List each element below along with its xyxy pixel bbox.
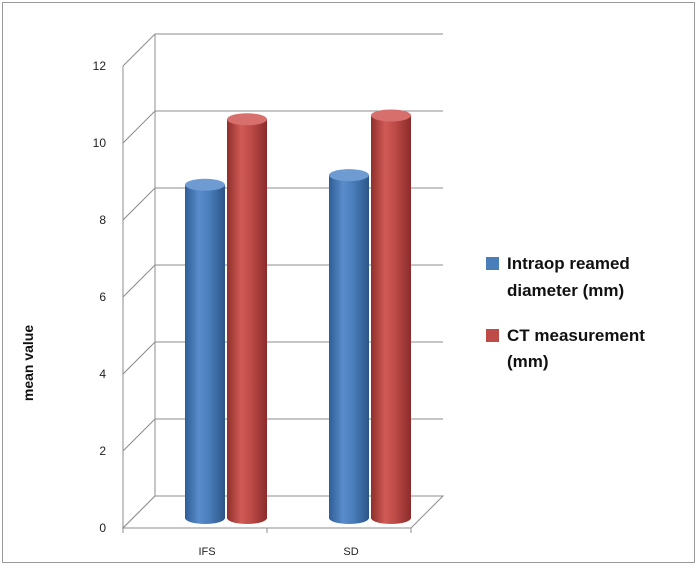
- y-tick-label: 8: [99, 213, 106, 227]
- y-tick-label: 4: [99, 367, 106, 381]
- bar: [185, 178, 225, 524]
- legend-label: CT measurement: [507, 326, 645, 345]
- legend-swatch: [486, 329, 499, 342]
- bar-body: [227, 119, 267, 525]
- legend-swatch: [486, 257, 499, 270]
- bar-top: [185, 178, 225, 191]
- legend-label: (mm): [507, 352, 549, 371]
- gridlines: [122, 33, 443, 529]
- bar-body: [185, 184, 225, 524]
- bar: [329, 169, 369, 524]
- bar-body: [329, 175, 369, 524]
- gridline: [122, 33, 443, 67]
- y-tick-label: 10: [93, 136, 107, 150]
- bar-top: [227, 113, 267, 126]
- bar: [227, 113, 267, 525]
- y-axis-title: mean value: [20, 325, 36, 401]
- cylinder-bar-chart: 0 2 4 6 8 10 12 IFS SD mean value Intraop reame…: [20, 33, 645, 558]
- y-tick-labels: 0 2 4 6 8 10 12: [93, 59, 107, 535]
- legend-label: Intraop reamed: [507, 254, 630, 273]
- y-tick-label: 2: [99, 444, 106, 458]
- legend-item: CT measurement (mm): [486, 326, 645, 371]
- bar-body: [371, 115, 411, 524]
- y-tick-label: 12: [93, 59, 107, 73]
- y-tick-label: 6: [99, 290, 106, 304]
- bar-top: [371, 109, 411, 122]
- bars: [185, 109, 411, 525]
- legend-item: Intraop reamed diameter (mm): [486, 254, 630, 300]
- chart-frame: 0 2 4 6 8 10 12 IFS SD mean value Intraop reame…: [2, 2, 695, 563]
- x-category-labels: IFS SD: [198, 546, 358, 558]
- y-tick-label: 0: [99, 521, 106, 535]
- x-category-label: SD: [343, 546, 358, 558]
- x-category-label: IFS: [198, 546, 215, 558]
- bar: [371, 109, 411, 524]
- bar-top: [329, 169, 369, 182]
- legend-label: diameter (mm): [507, 281, 624, 300]
- legend: Intraop reamed diameter (mm) CT measuremen…: [486, 254, 645, 371]
